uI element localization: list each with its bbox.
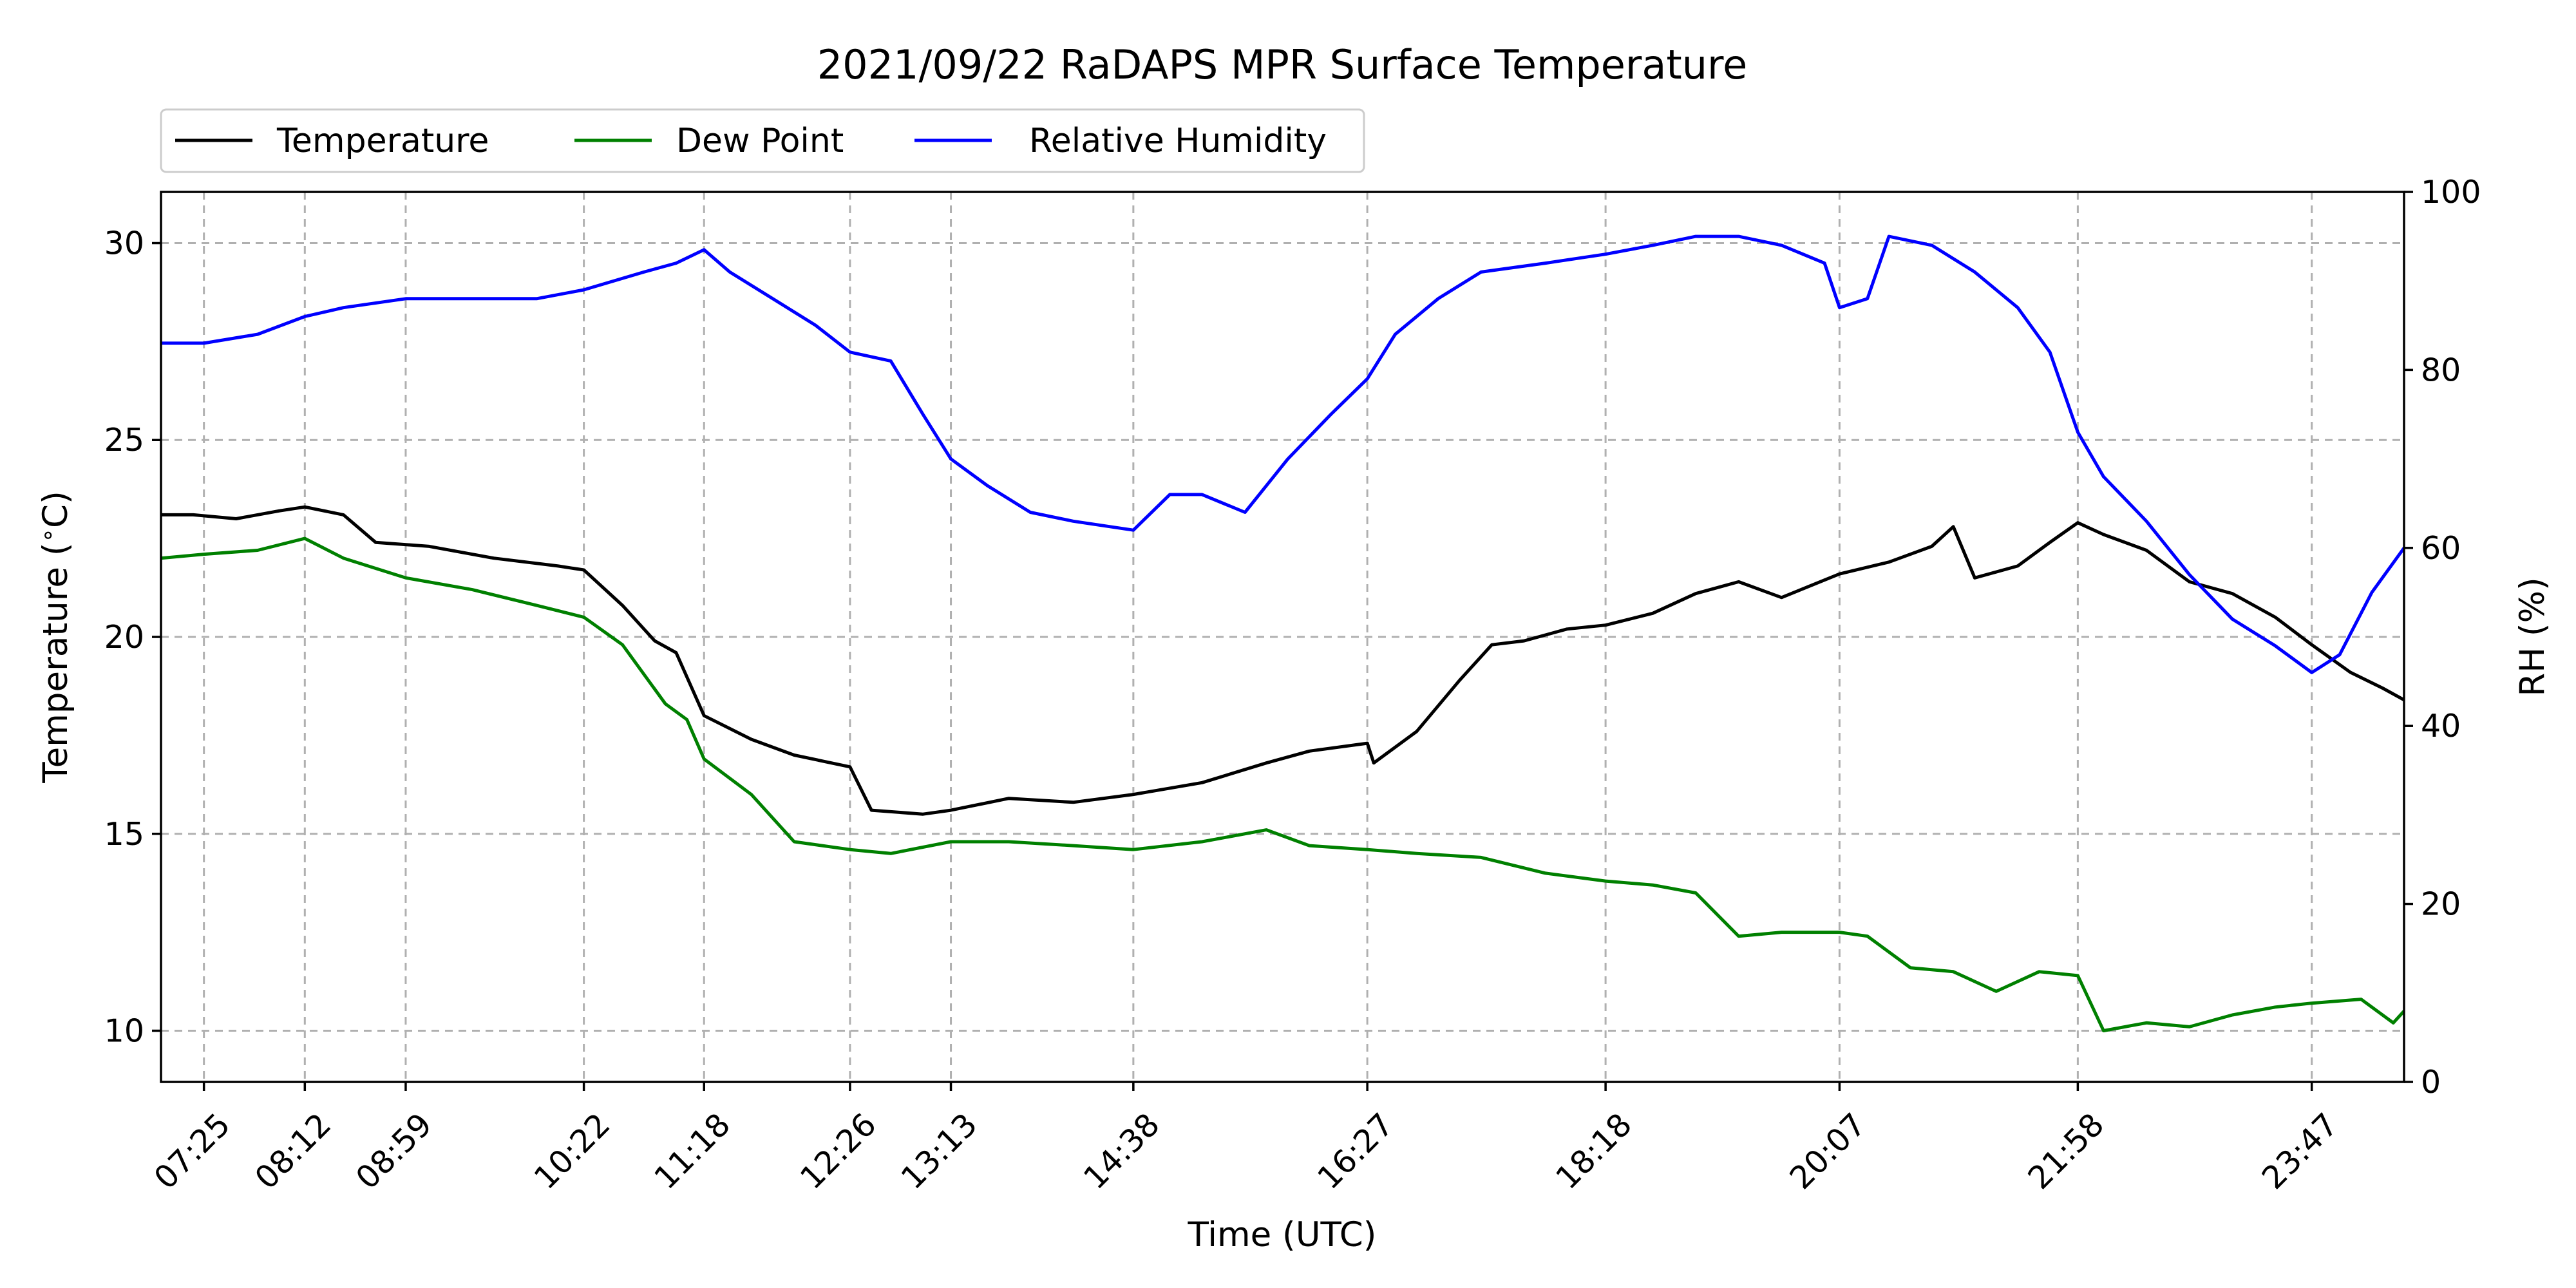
chart-title: 2021/09/22 RaDAPS MPR Surface Temperatur… — [817, 41, 1748, 88]
series-layer — [160, 234, 2406, 1032]
y-tick-label: 25 — [104, 422, 144, 459]
y-tick-label: 30 — [104, 225, 144, 261]
legend-label-relative-humidity: Relative Humidity — [1029, 122, 1327, 160]
legend: Temperature Dew Point Relative Humidity — [160, 108, 1365, 173]
y2-tick-label: 40 — [2421, 708, 2461, 744]
relative-humidity-line — [161, 234, 2406, 674]
legend-label-dew-point: Dew Point — [676, 122, 844, 160]
x-tick-label: 20:07 — [1783, 1106, 1873, 1197]
y-tick-label: 10 — [104, 1013, 144, 1050]
y-axis-label: Temperature (∘C) — [35, 491, 75, 784]
x-tick-label: 13:13 — [894, 1106, 984, 1197]
x-tick-label: 16:27 — [1311, 1106, 1401, 1197]
x-tick-label: 08:12 — [248, 1106, 338, 1197]
x-tick-label: 18:18 — [1549, 1106, 1639, 1197]
y2-tick-label: 80 — [2421, 352, 2461, 388]
x-tick-label: 11:18 — [647, 1106, 737, 1197]
plot-frame — [160, 191, 2405, 1083]
tick-layer: 07:25 08:12 08:59 10:22 11:18 12:26 13:13 14:38… — [104, 174, 2481, 1197]
y2-axis-label: RH (%) — [2513, 577, 2552, 696]
legend-box — [160, 108, 1365, 173]
x-tick-label: 08:59 — [349, 1106, 439, 1197]
x-tick-label: 21:58 — [2021, 1106, 2111, 1197]
grid-layer — [161, 192, 2404, 1082]
y-tick-label: 15 — [104, 816, 144, 853]
x-axis-label: Time (UTC) — [1188, 1215, 1377, 1255]
y2-tick-label: 60 — [2421, 530, 2461, 567]
y2-tick-label: 100 — [2421, 174, 2481, 211]
dew-point-line — [160, 536, 2405, 1032]
x-tick-label: 07:25 — [147, 1106, 237, 1197]
y2-tick-label: 0 — [2421, 1064, 2441, 1101]
y2-tick-label: 20 — [2421, 886, 2461, 923]
x-tick-label: 23:47 — [2255, 1106, 2345, 1197]
temperature-line — [161, 505, 2405, 816]
x-tick-label: 14:38 — [1077, 1106, 1167, 1197]
legend-label-temperature: Temperature — [276, 122, 489, 160]
x-tick-label: 10:22 — [527, 1106, 617, 1197]
x-tick-label: 12:26 — [793, 1106, 884, 1197]
y-tick-label: 20 — [104, 619, 144, 656]
